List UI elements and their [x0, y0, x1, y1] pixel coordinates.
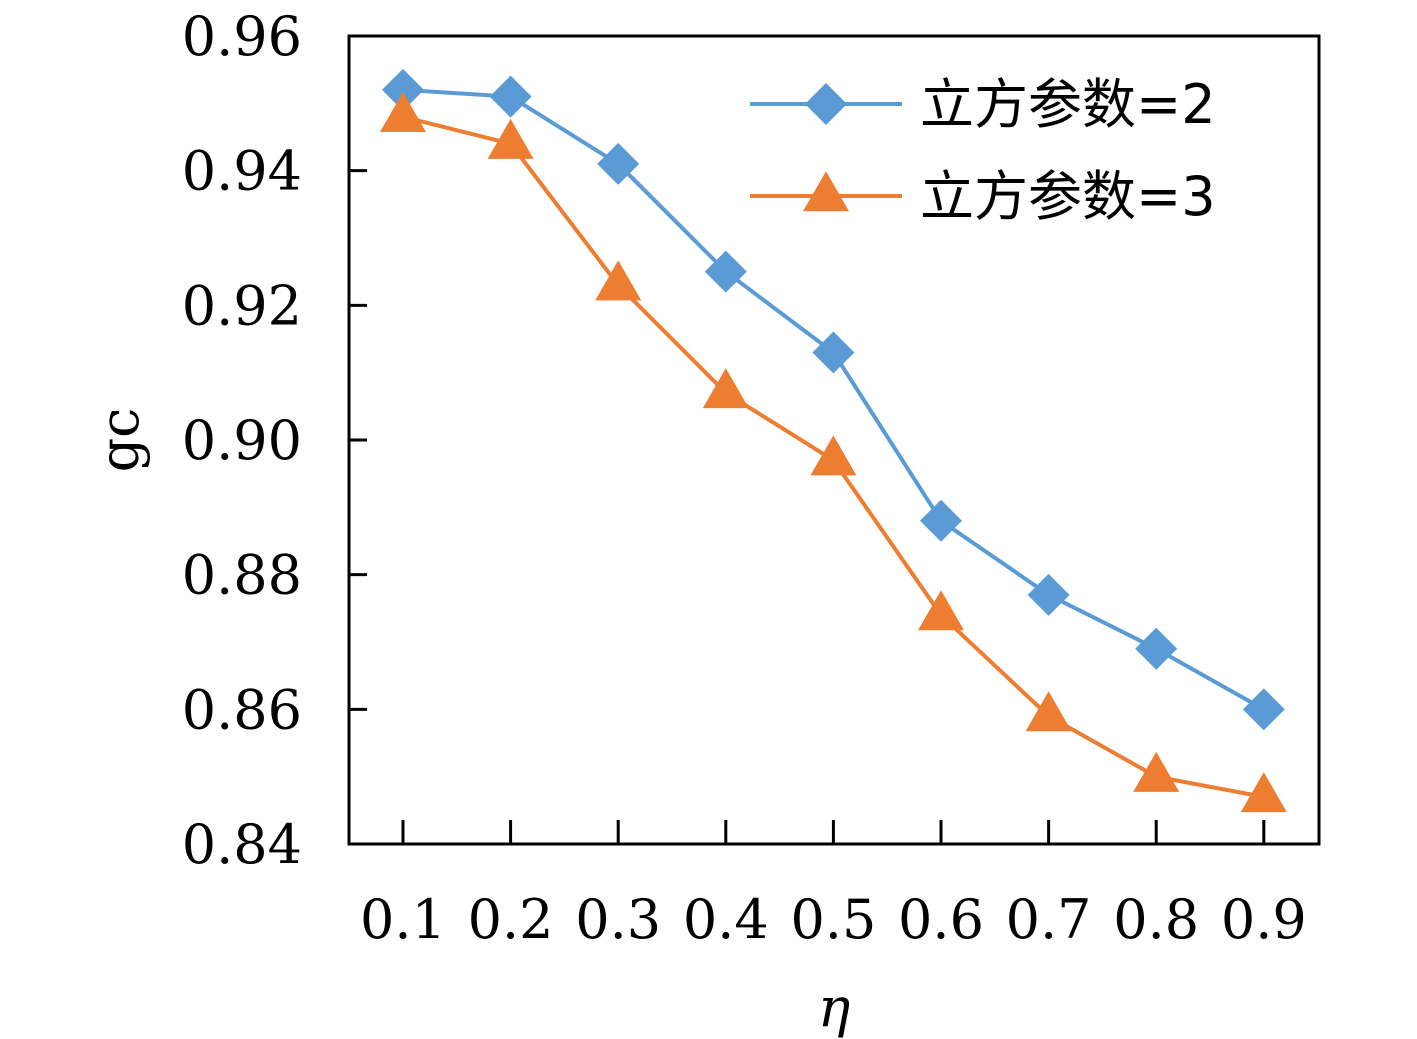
series-layer: [380, 68, 1287, 813]
data-point-diamond: [1027, 573, 1070, 616]
series-2: [380, 92, 1287, 813]
legend-item: 立方参数=2: [750, 73, 1216, 136]
data-point-diamond: [704, 250, 747, 293]
data-point-diamond: [382, 68, 424, 111]
y-tick-label: 0.92: [182, 274, 302, 337]
y-tick-label: 0.86: [182, 678, 302, 741]
x-tick-label: 0.1: [360, 888, 446, 951]
legend-label: 立方参数=2: [920, 73, 1216, 136]
data-point-triangle: [1133, 751, 1180, 792]
y-tick-label: 0.90: [182, 409, 302, 472]
y-tick-label: 0.94: [182, 140, 302, 203]
data-point-diamond: [597, 142, 640, 185]
data-point-triangle-legend: [803, 171, 849, 212]
x-tick-label: 0.6: [898, 888, 984, 951]
y-axis-title: gc: [88, 408, 151, 473]
data-point-diamond: [812, 331, 855, 374]
legend-label: 立方参数=3: [920, 165, 1216, 228]
y-axis: 0.84 0.86 0.88 0.90 0.92 0.94 0.96: [182, 5, 367, 876]
series-1: [382, 68, 1285, 731]
x-tick-label: 0.7: [1006, 888, 1092, 951]
x-axis: 0.1 0.2 0.3 0.4 0.5 0.6 0.7 0.8 0.9: [360, 820, 1307, 951]
data-point-triangle: [810, 435, 857, 476]
data-point-diamond: [1135, 627, 1178, 670]
y-tick-label: 0.96: [182, 5, 302, 68]
data-point-triangle: [595, 260, 642, 301]
data-point-triangle: [918, 590, 964, 631]
x-tick-label: 0.4: [683, 888, 769, 951]
data-point-triangle: [487, 118, 534, 159]
x-tick-label: 0.9: [1221, 888, 1307, 951]
x-tick-label: 0.8: [1113, 888, 1199, 951]
y-tick-label: 0.88: [182, 544, 302, 607]
data-point-triangle: [1240, 772, 1287, 813]
data-point-diamond: [489, 75, 532, 118]
legend: 立方参数=2 立方参数=3: [750, 73, 1216, 228]
data-point-diamond-legend: [805, 83, 847, 125]
x-axis-title: η: [818, 976, 850, 1039]
legend-item: 立方参数=3: [750, 165, 1216, 228]
x-tick-label: 0.3: [575, 888, 661, 951]
data-point-triangle: [1025, 691, 1072, 732]
data-point-triangle: [380, 92, 426, 132]
x-tick-label: 0.2: [468, 888, 554, 951]
data-point-diamond: [1242, 688, 1285, 731]
x-tick-label: 0.5: [790, 888, 876, 951]
data-point-diamond: [920, 499, 962, 542]
y-tick-label: 0.84: [182, 813, 302, 876]
data-point-triangle: [702, 368, 749, 409]
